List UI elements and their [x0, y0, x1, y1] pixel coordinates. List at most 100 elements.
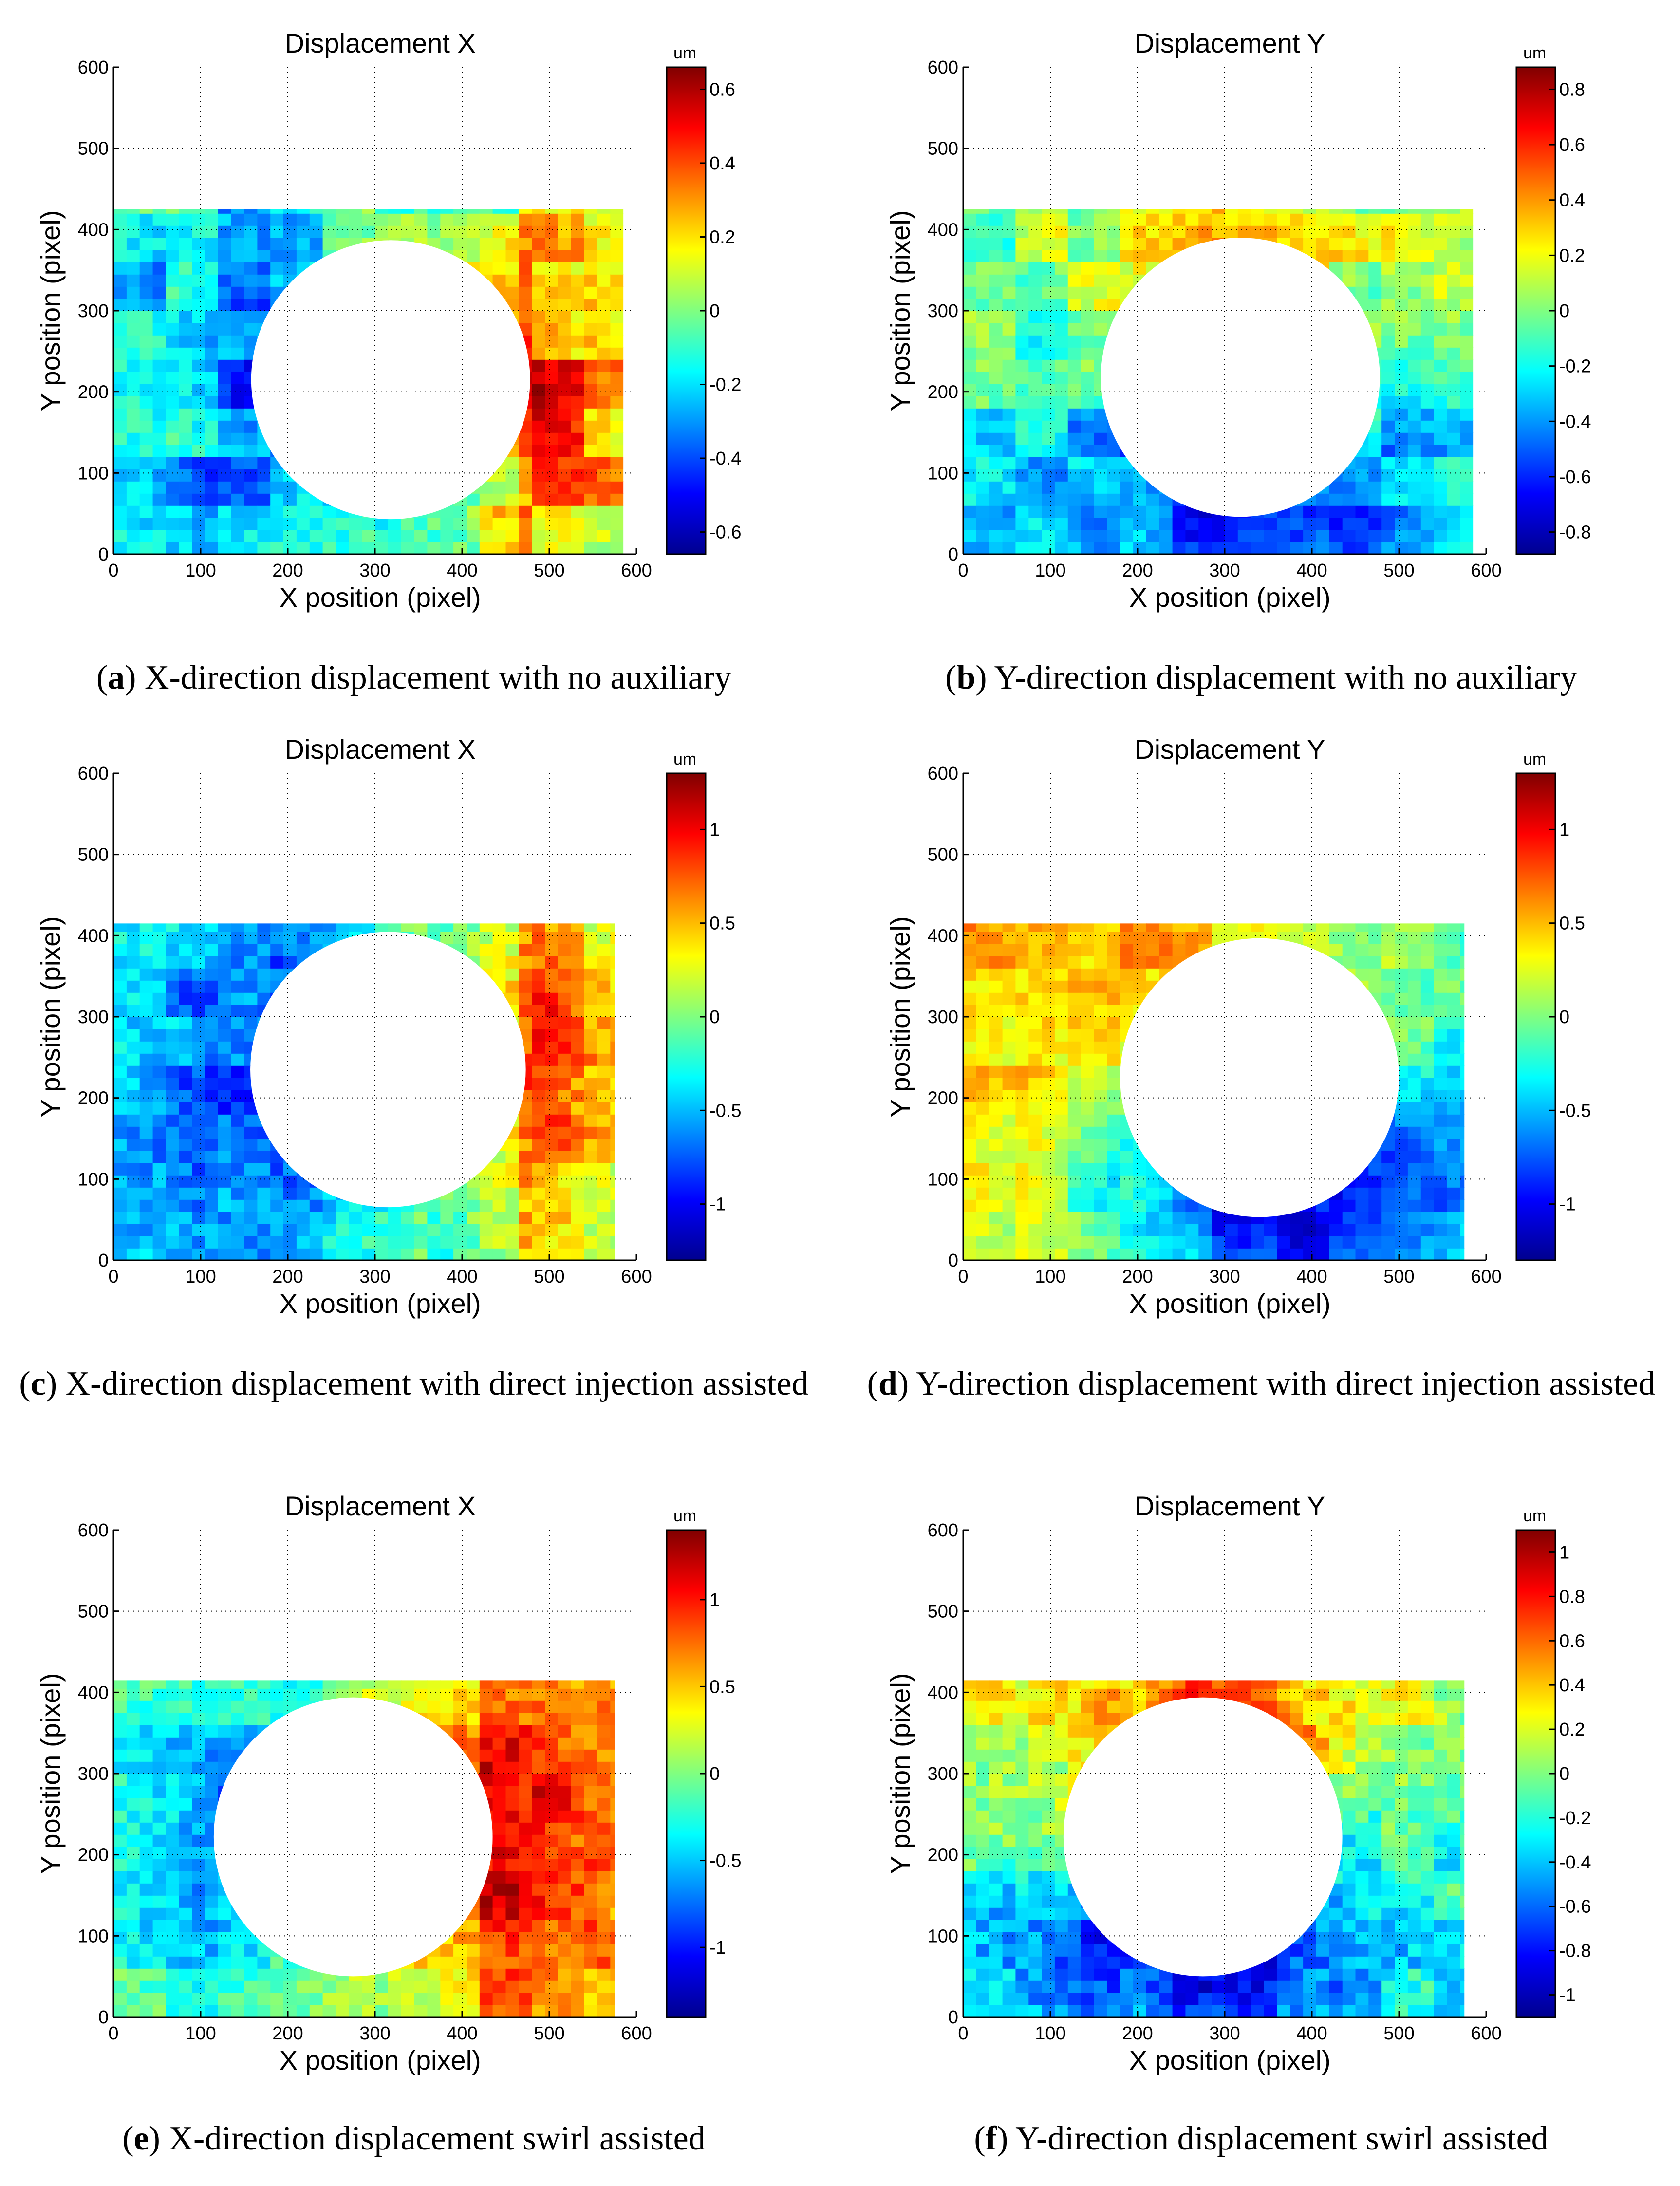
- heat-cell: [113, 1993, 127, 2005]
- heat-cell: [1028, 530, 1042, 542]
- heat-cell: [1329, 274, 1343, 287]
- heat-cell: [1264, 347, 1278, 360]
- heat-cell: [1212, 347, 1225, 360]
- heat-cell: [532, 1151, 545, 1163]
- heat-cell: [610, 1163, 615, 1176]
- heat-cell: [296, 1224, 310, 1236]
- heat-cell: [231, 408, 245, 421]
- heat-cell: [1277, 530, 1291, 542]
- heat-cell: [270, 1236, 284, 1249]
- heat-cell: [270, 1151, 284, 1163]
- heat-cell: [309, 956, 323, 969]
- heat-cell: [296, 542, 310, 555]
- heat-cell: [453, 1224, 467, 1236]
- heat-cell: [1002, 956, 1016, 969]
- heat-cell: [1067, 1126, 1082, 1139]
- heat-cell: [440, 457, 454, 469]
- heat-cell: [126, 209, 140, 214]
- heat-cell: [205, 1114, 219, 1127]
- heat-cell: [179, 209, 192, 214]
- heat-cell: [1237, 372, 1251, 384]
- heat-cell: [558, 944, 572, 956]
- heat-cell: [336, 359, 350, 372]
- heat-cell: [1002, 493, 1016, 506]
- heat-cell: [113, 932, 127, 944]
- heat-cell: [1316, 1199, 1330, 1212]
- heat-cell: [453, 932, 467, 944]
- heat-cell: [1225, 299, 1238, 311]
- heat-cell: [1042, 311, 1055, 323]
- heat-cell: [1407, 225, 1421, 238]
- heat-cell: [375, 420, 389, 433]
- heat-cell: [1094, 250, 1108, 262]
- heat-cell: [414, 213, 428, 226]
- heat-cell: [349, 481, 362, 494]
- heat-cell: [427, 1187, 441, 1200]
- heat-cell: [1028, 1029, 1042, 1042]
- heat-cell: [1447, 1005, 1461, 1017]
- heat-cell: [1447, 299, 1461, 311]
- heat-cell: [166, 1688, 180, 1701]
- heat-cell: [192, 1005, 205, 1017]
- heat-cell: [205, 262, 219, 275]
- heat-cell: [597, 1126, 611, 1139]
- heat-cell: [231, 1199, 245, 1212]
- heat-cell: [1290, 311, 1304, 323]
- heat-cell: [113, 1680, 127, 1689]
- heat-cell: [558, 347, 572, 360]
- heat-cell: [113, 209, 127, 214]
- heat-cell: [1107, 980, 1120, 993]
- heat-cell: [309, 923, 323, 932]
- heat-cell: [1107, 932, 1120, 944]
- heat-cell: [349, 1236, 362, 1249]
- heat-cell: [179, 1102, 192, 1115]
- heat-cell: [375, 1114, 389, 1127]
- heat-cell: [532, 1078, 545, 1090]
- heat-cell: [1420, 1102, 1435, 1115]
- heat-cell: [545, 1053, 559, 1066]
- heat-cell: [1381, 286, 1395, 299]
- heat-cell: [1146, 1248, 1160, 1260]
- heat-cell: [1159, 250, 1173, 262]
- heat-cell: [1133, 1029, 1147, 1042]
- x-tick-label: 600: [1471, 561, 1501, 581]
- heat-cell: [989, 1102, 1003, 1115]
- heat-cell: [1159, 396, 1173, 409]
- heat-cell: [584, 1090, 598, 1102]
- heat-cell: [545, 1175, 559, 1188]
- heat-cell: [1172, 238, 1186, 250]
- x-tick-label: 500: [534, 1267, 564, 1287]
- heat-cell: [1434, 225, 1448, 238]
- heat-cell: [1172, 1029, 1186, 1042]
- heat-cell: [479, 384, 493, 396]
- heat-cell: [113, 1053, 127, 1066]
- heat-cell: [296, 1248, 310, 1260]
- heat-cell: [1015, 1053, 1029, 1066]
- heat-cell: [1381, 213, 1395, 226]
- heat-cell: [1237, 299, 1251, 311]
- heat-cell: [1146, 209, 1160, 214]
- heat-cell: [1212, 396, 1225, 409]
- heat-cell: [1251, 311, 1265, 323]
- heat-cell: [467, 469, 480, 482]
- heat-cell: [1146, 1114, 1160, 1127]
- heat-cell: [467, 1126, 480, 1139]
- heat-cell: [1225, 944, 1238, 956]
- heat-cell: [1434, 359, 1448, 372]
- heat-cell: [1264, 250, 1278, 262]
- heat-cell: [453, 1126, 467, 1139]
- heat-cell: [152, 1993, 167, 2005]
- heat-cell: [479, 262, 493, 275]
- heat-cell: [375, 372, 389, 384]
- heat-cell: [1342, 1151, 1356, 1163]
- heat-cell: [1420, 481, 1435, 494]
- heat-cell: [1054, 1248, 1068, 1260]
- heat-cell: [584, 1065, 598, 1078]
- heat-cell: [113, 1944, 127, 1957]
- heat-cell: [414, 286, 428, 299]
- heat-cell: [976, 238, 990, 250]
- heat-cell: [1342, 457, 1356, 469]
- heat-cell: [139, 1163, 153, 1176]
- heat-cell: [1329, 408, 1343, 421]
- heat-cell: [192, 932, 205, 944]
